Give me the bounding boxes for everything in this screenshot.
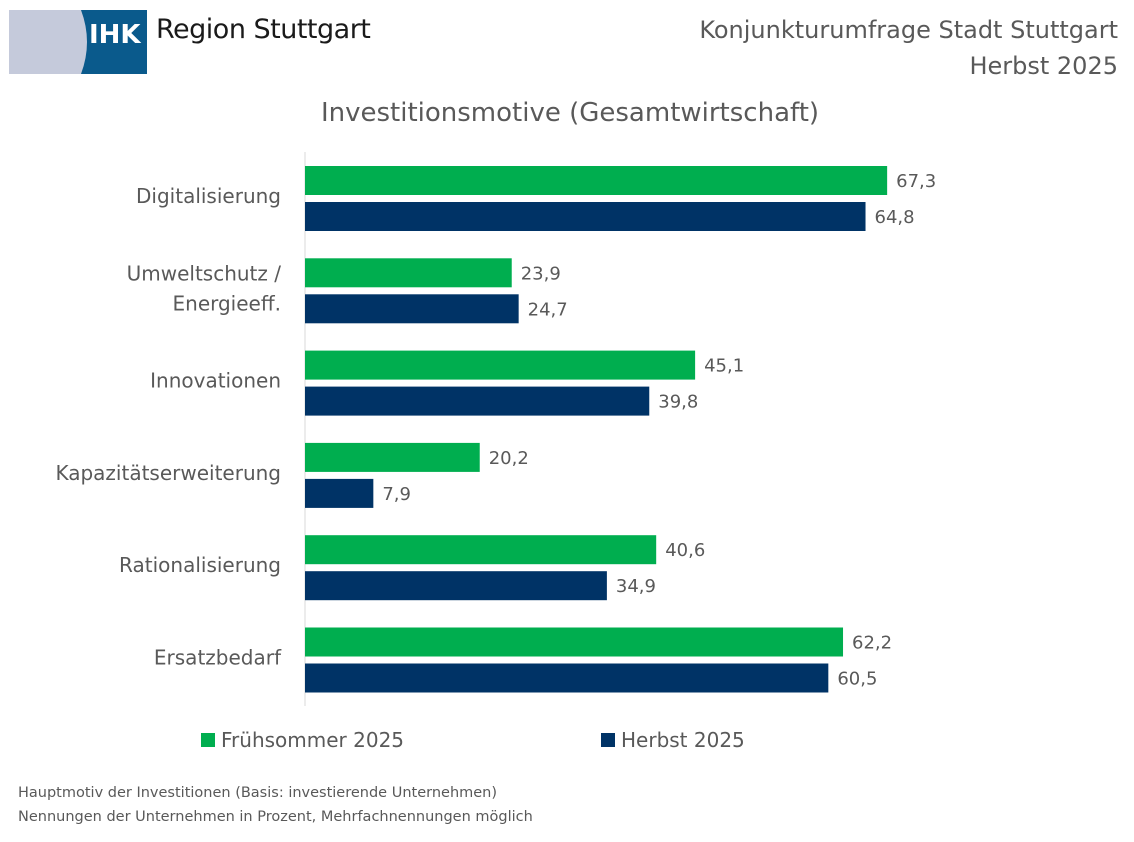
bar-fruehsommer xyxy=(305,258,512,288)
bar-fruehsommer xyxy=(305,627,844,657)
footnote: Hauptmotiv der Investitionen (Basis: inv… xyxy=(18,781,533,829)
bar-herbst xyxy=(305,478,374,508)
data-label: 34,9 xyxy=(616,576,656,597)
legend-label: Herbst 2025 xyxy=(621,728,745,752)
bar-herbst xyxy=(305,294,519,324)
chart-title: Investitionsmotive (Gesamtwirtschaft) xyxy=(320,98,820,128)
bar-herbst xyxy=(305,202,866,231)
data-label: 60,5 xyxy=(837,669,877,690)
header-line2: Herbst 2025 xyxy=(969,52,1118,80)
category-label: Digitalisierung xyxy=(136,184,281,208)
data-label: 62,2 xyxy=(852,633,892,654)
bar-fruehsommer xyxy=(305,535,657,565)
bar-herbst xyxy=(305,386,650,416)
bar-herbst xyxy=(305,663,829,693)
svg-text:IHK: IHK xyxy=(89,20,141,50)
report-header: Konjunkturumfrage Stadt Stuttgart Herbst… xyxy=(699,12,1118,84)
data-label: 64,8 xyxy=(875,207,915,228)
legend-swatch xyxy=(201,733,215,747)
logo-text: Region Stuttgart xyxy=(156,14,371,45)
bar-herbst xyxy=(305,571,607,601)
ihk-logo: IHK xyxy=(9,10,147,74)
data-label: 45,1 xyxy=(704,356,744,377)
category-label: Umweltschutz / xyxy=(127,261,282,285)
data-label: 24,7 xyxy=(528,299,568,320)
category-label: Rationalisierung xyxy=(119,553,281,577)
data-label: 67,3 xyxy=(896,171,936,192)
data-label: 20,2 xyxy=(489,448,529,469)
legend-label: Frühsommer 2025 xyxy=(221,728,404,752)
header-line1: Konjunkturumfrage Stadt Stuttgart xyxy=(699,16,1118,44)
data-label: 7,9 xyxy=(382,484,411,505)
category-label: Ersatzbedarf xyxy=(154,646,282,670)
data-label: 40,6 xyxy=(665,540,705,561)
bar-fruehsommer xyxy=(305,166,888,195)
data-label: 39,8 xyxy=(658,392,698,413)
bar-fruehsommer xyxy=(305,350,696,380)
footnote-line2: Nennungen der Unternehmen in Prozent, Me… xyxy=(18,809,533,825)
data-label: 23,9 xyxy=(521,263,561,284)
category-label: Innovationen xyxy=(150,369,281,393)
bar-fruehsommer xyxy=(305,442,480,472)
category-label: Kapazitätserweiterung xyxy=(55,461,281,485)
category-label: Energieeff. xyxy=(173,291,282,315)
footnote-line1: Hauptmotiv der Investitionen (Basis: inv… xyxy=(18,785,498,801)
legend-swatch xyxy=(601,733,615,747)
